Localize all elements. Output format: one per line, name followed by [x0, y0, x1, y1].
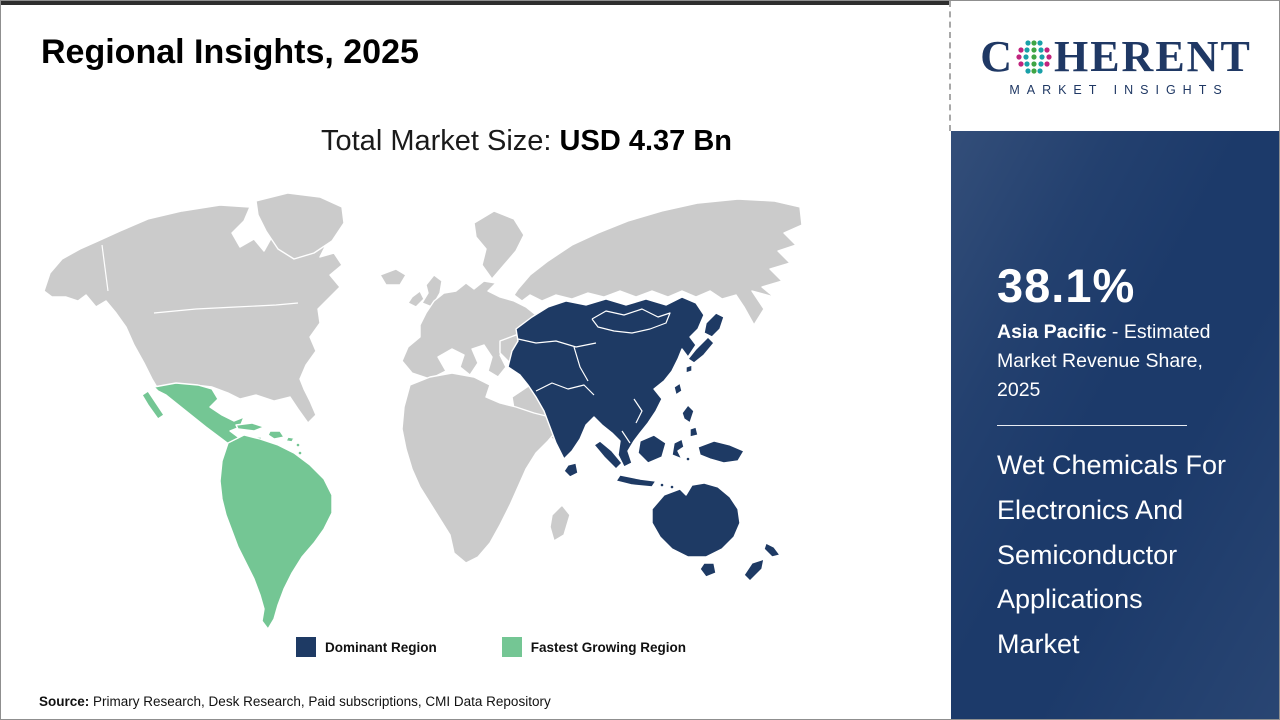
source-line: Source: Primary Research, Desk Research,…: [39, 694, 551, 709]
region-cuba: [235, 422, 265, 432]
region-baja: [141, 390, 165, 420]
world-map: [36, 191, 806, 631]
revenue-share-region: Asia Pacific: [997, 321, 1107, 344]
region-java: [615, 474, 657, 488]
region-antilles-2: [297, 450, 303, 456]
kazakh-china-border: [517, 338, 597, 348]
region-kyushu: [685, 364, 693, 374]
brand-logo: C HERENT: [980, 35, 1252, 79]
market-size-subtitle: Total Market Size: USD 4.37 Bn: [321, 125, 732, 158]
region-australia: [651, 482, 741, 558]
region-japan-north: [703, 312, 725, 338]
mongolia-border: [591, 308, 671, 334]
region-greenland: [255, 192, 345, 260]
world-map-svg: [43, 192, 803, 630]
region-ireland: [407, 290, 425, 308]
logo-letter-c: C: [980, 32, 1014, 81]
source-text: Primary Research, Desk Research, Paid su…: [93, 694, 551, 709]
region-lesser-sunda-2: [669, 484, 675, 490]
panel-divider: [997, 424, 1187, 426]
region-sumatra: [593, 440, 623, 470]
revenue-share-value: 38.1%: [997, 259, 1136, 312]
region-taiwan: [673, 382, 683, 396]
market-size-label: Total Market Size:: [321, 125, 552, 157]
dotted-globe-icon: [1016, 40, 1052, 74]
region-hispaniola: [267, 430, 285, 440]
us-canada-border: [153, 302, 299, 314]
se-asia-border: [621, 398, 643, 444]
region-north-america: [43, 204, 343, 424]
region-new-zealand-south: [743, 558, 765, 582]
source-label: Source:: [39, 694, 90, 709]
alaska-canada-border: [101, 244, 109, 292]
region-madagascar: [549, 504, 571, 542]
region-russia: [513, 198, 803, 326]
legend-item-fastest-growing: Fastest Growing Region: [501, 637, 687, 657]
fastest-growing-region-swatch: [501, 637, 522, 657]
region-moluccas: [685, 456, 691, 462]
region-philippines-north: [681, 404, 695, 424]
highlight-panel: 38.1% Asia Pacific - Estimated Market Re…: [951, 131, 1279, 719]
logo-tagline: MARKET INSIGHTS: [1009, 83, 1229, 97]
revenue-share-caption: - Estimated Market Revenue Share, 2025: [997, 321, 1211, 402]
region-philippines-south: [689, 426, 699, 438]
dominant-region-swatch: [296, 637, 316, 657]
region-africa: [401, 372, 561, 564]
region-lesser-sunda-1: [659, 482, 665, 488]
region-puerto-rico: [285, 436, 295, 443]
logo-letters-rest: HERENT: [1053, 32, 1252, 81]
region-borneo: [637, 434, 667, 464]
region-new-zealand-north: [763, 542, 781, 558]
india-north-border: [535, 382, 595, 396]
central-asia-border: [573, 346, 589, 382]
region-new-guinea: [697, 440, 745, 464]
region-tasmania: [699, 562, 717, 578]
page-title: Regional Insights, 2025: [41, 33, 419, 71]
region-japan-south: [687, 336, 715, 364]
brand-logo-box: C HERENT MARKET INSIGHTS: [949, 1, 1279, 131]
region-sri-lanka: [563, 462, 579, 478]
region-asia-mainland: [507, 296, 705, 468]
dominant-region-label: Dominant Region: [325, 639, 437, 655]
market-size-value: USD 4.37 Bn: [559, 125, 732, 157]
revenue-share-description: Asia Pacific - Estimated Market Revenue …: [997, 318, 1235, 405]
map-legend: Dominant Region Fastest Growing Region: [296, 637, 686, 657]
region-sulawesi: [671, 438, 685, 460]
market-title: Wet Chemicals For Electronics And Semico…: [997, 449, 1227, 660]
region-south-america: [219, 434, 333, 630]
fastest-growing-region-label: Fastest Growing Region: [530, 639, 687, 655]
region-iceland: [379, 268, 407, 286]
top-accent-bar: [1, 1, 1238, 5]
region-antilles-1: [295, 442, 301, 448]
region-scandinavia: [473, 210, 525, 280]
legend-item-dominant: Dominant Region: [296, 637, 437, 657]
